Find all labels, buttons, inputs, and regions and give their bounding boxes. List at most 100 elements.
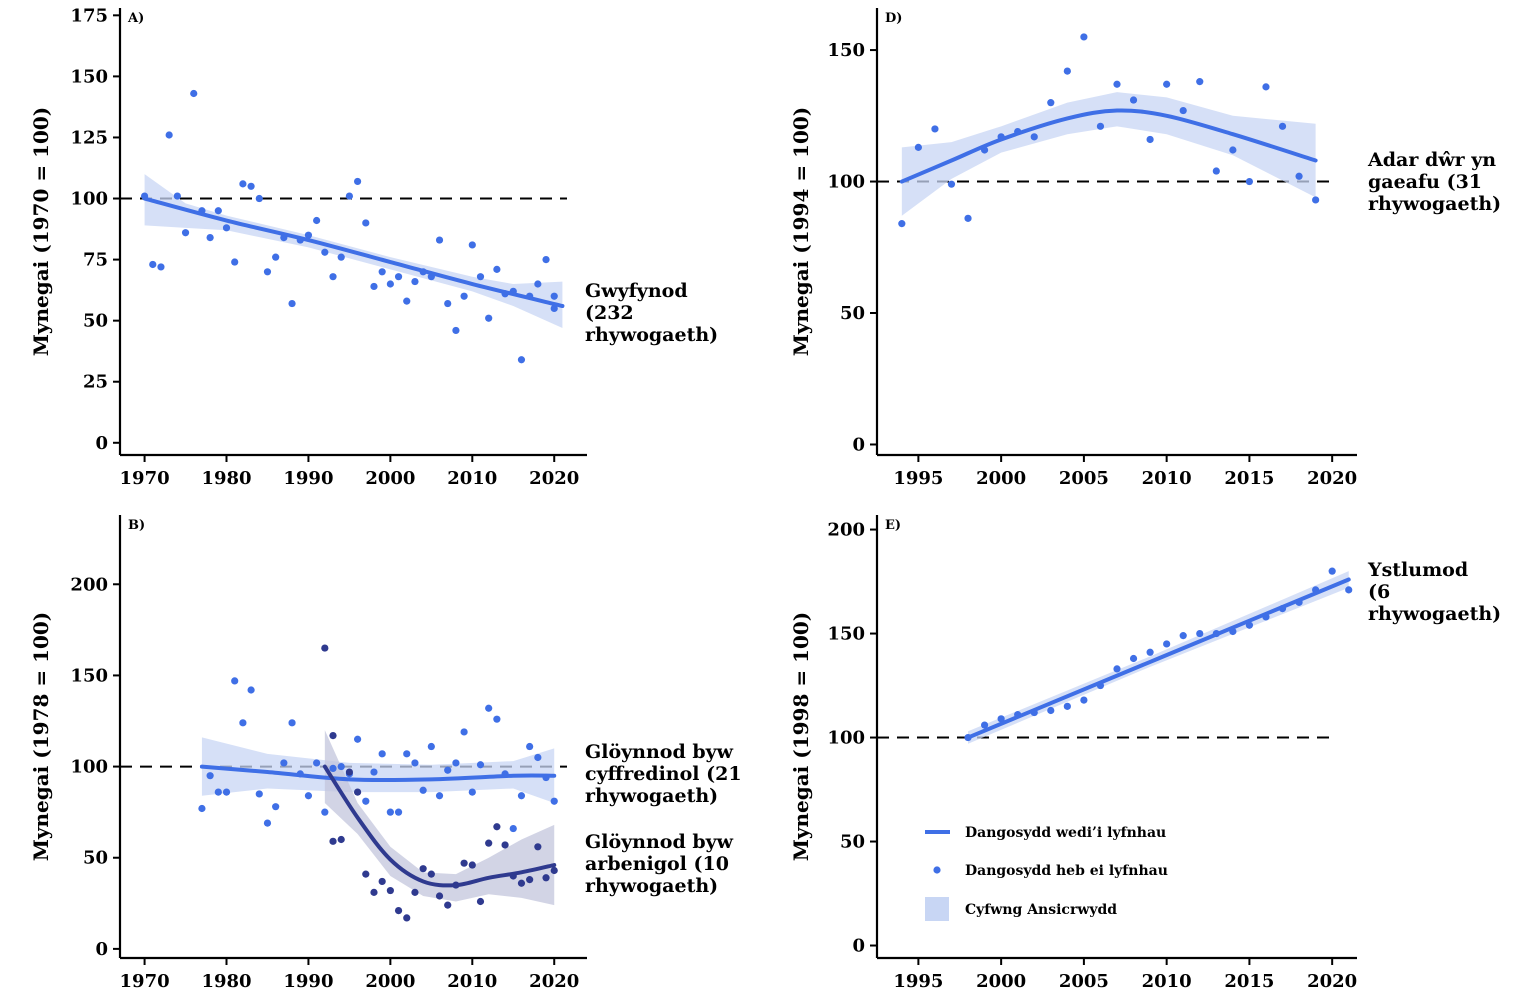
data-point (321, 248, 329, 256)
data-point (190, 89, 198, 98)
x-tick-label: 1990 (283, 468, 333, 489)
x-tick-label: 2020 (529, 468, 579, 489)
data-point (394, 907, 403, 915)
data-point (517, 356, 526, 364)
x-tick-label: 2000 (976, 971, 1026, 991)
data-point (247, 182, 255, 190)
y-axis-title: Mynegai (1978 = 100) (29, 612, 53, 862)
data-point (231, 677, 239, 685)
data-point (444, 901, 452, 909)
data-point (444, 299, 452, 308)
data-point (460, 728, 468, 736)
data-point (468, 861, 476, 869)
data-point (1047, 706, 1055, 715)
data-point (280, 759, 288, 767)
data-point (997, 715, 1005, 723)
data-point (427, 742, 435, 751)
data-point (272, 803, 280, 811)
data-point (1229, 146, 1237, 154)
data-point (304, 231, 313, 239)
series-label: rhywogaeth) (1368, 193, 1501, 215)
legend-point-swatch (933, 866, 941, 874)
data-point (239, 180, 247, 188)
x-tick-label: 2015 (1224, 468, 1274, 489)
x-tick-label: 1990 (283, 971, 333, 991)
data-point (1113, 80, 1121, 88)
data-point (550, 797, 558, 805)
data-point (460, 292, 468, 300)
smoothed-line (899, 108, 1318, 184)
data-point (1113, 665, 1121, 673)
data-point (263, 268, 272, 276)
data-point (214, 207, 222, 215)
data-point (288, 719, 296, 727)
series-label: (6 (1368, 581, 1390, 603)
data-point (517, 792, 526, 800)
data-point (362, 870, 370, 878)
data-point (1262, 83, 1270, 91)
y-tick-label: 150 (70, 66, 108, 87)
data-point (403, 914, 411, 922)
y-tick-label: 150 (70, 665, 108, 686)
x-tick-label: 1995 (893, 971, 943, 991)
data-point (181, 229, 190, 237)
data-point (542, 874, 550, 882)
data-point (1196, 78, 1204, 86)
data-point (353, 788, 362, 796)
data-point (550, 866, 558, 875)
data-point (898, 220, 906, 228)
x-tick-label: 2005 (1059, 468, 1109, 489)
y-tick-label: 100 (70, 189, 108, 210)
data-point (485, 704, 493, 712)
x-tick-label: 2015 (1224, 971, 1274, 991)
data-point (1328, 567, 1336, 575)
data-point (485, 314, 493, 322)
data-point (206, 772, 214, 780)
y-tick-label: 200 (70, 574, 108, 595)
smoothed-line (322, 764, 557, 888)
data-point (239, 719, 247, 727)
x-tick-label: 2010 (1142, 971, 1192, 991)
y-tick-label: 50 (83, 848, 108, 869)
data-point (534, 280, 542, 288)
data-point (517, 879, 526, 887)
data-point (403, 750, 411, 758)
series-label: Glöynnod byw (585, 741, 734, 763)
panel-label: B) (128, 518, 145, 533)
data-point (198, 804, 206, 813)
y-tick-label: 25 (83, 372, 108, 393)
data-point (460, 859, 468, 867)
data-point (149, 260, 157, 269)
chart-panel-1: 0 25 50 75 100 125 150 175 1970 1980 1990 2000 2010 2… (29, 5, 718, 489)
data-point (313, 759, 321, 767)
data-point (1179, 632, 1187, 640)
data-point (329, 764, 337, 773)
x-tick-label: 2020 (1307, 971, 1357, 991)
data-point (493, 823, 501, 831)
series-label: (232 (585, 302, 634, 324)
data-point (1278, 122, 1287, 130)
data-point (272, 253, 280, 261)
data-point (1063, 702, 1071, 710)
data-point (964, 214, 972, 222)
data-point (419, 865, 427, 873)
data-point (362, 797, 370, 805)
series-label: rhywogaeth) (585, 785, 718, 807)
data-point (1245, 177, 1254, 186)
x-tick-label: 2000 (976, 468, 1026, 489)
data-point (222, 224, 231, 232)
data-point (1146, 135, 1154, 144)
data-point (1096, 122, 1105, 130)
data-point (476, 761, 485, 769)
data-point (493, 265, 501, 273)
data-point (1212, 167, 1220, 175)
data-point (534, 843, 542, 851)
data-point (378, 268, 386, 276)
data-point (452, 326, 460, 335)
data-point (386, 280, 394, 288)
data-point (1129, 96, 1138, 104)
data-point (1047, 99, 1055, 107)
y-tick-label: 0 (95, 939, 108, 960)
data-point (1163, 80, 1171, 88)
data-point (386, 886, 394, 895)
